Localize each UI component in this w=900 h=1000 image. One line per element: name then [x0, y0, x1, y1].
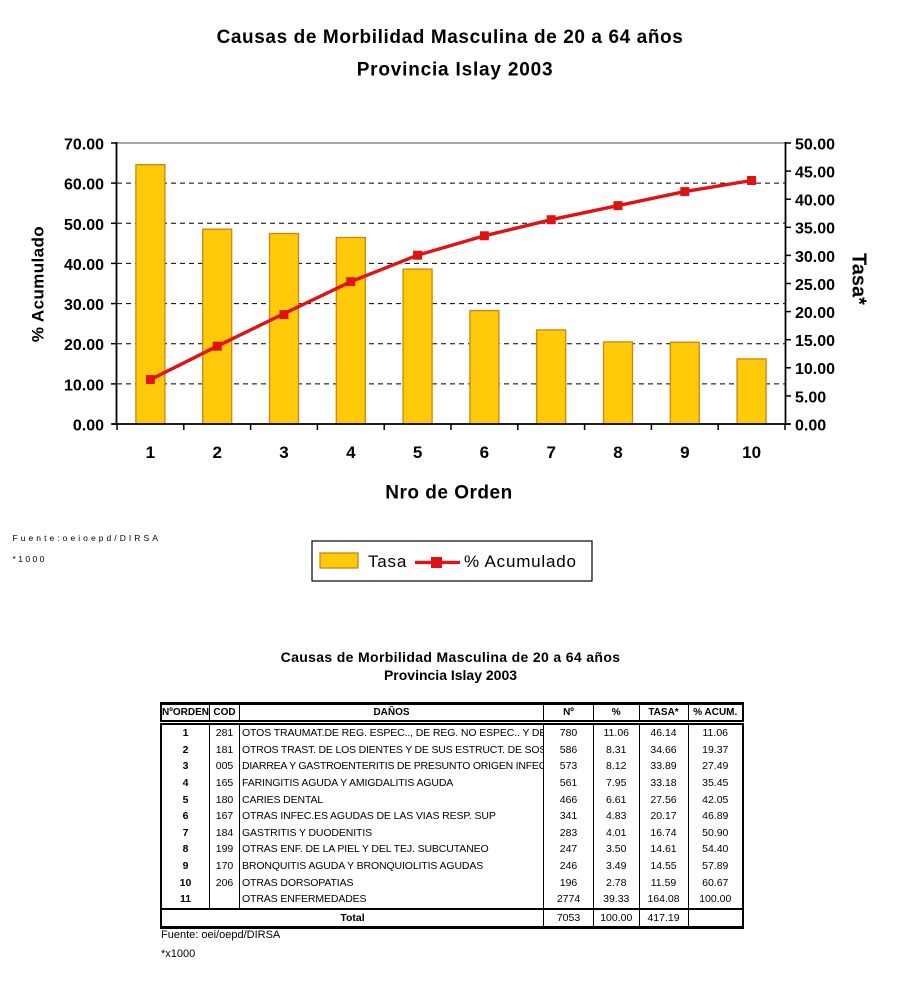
svg-text:25.00: 25.00: [795, 277, 835, 294]
svg-text:Nro de Orden: Nro de Orden: [385, 483, 512, 504]
svg-text:1: 1: [146, 443, 155, 462]
svg-text:30.00: 30.00: [64, 297, 104, 314]
svg-text:5: 5: [413, 443, 422, 462]
svg-text:50.00: 50.00: [795, 136, 835, 153]
svg-text:30.00: 30.00: [795, 249, 835, 266]
svg-text:40.00: 40.00: [64, 257, 104, 274]
svg-text:Fuente:oeioepd/DIRSA: Fuente:oeioepd/DIRSA: [13, 533, 161, 543]
svg-text:5.00: 5.00: [795, 389, 826, 406]
svg-text:0.00: 0.00: [73, 417, 104, 434]
svg-text:40.00: 40.00: [795, 193, 835, 210]
svg-text:Tasa*: Tasa*: [848, 253, 870, 305]
svg-text:Tasa: Tasa: [368, 552, 407, 571]
svg-text:20.00: 20.00: [64, 337, 104, 354]
svg-text:*1000: *1000: [13, 554, 47, 564]
svg-text:15.00: 15.00: [795, 333, 835, 350]
svg-text:50.00: 50.00: [64, 217, 104, 234]
svg-text:4: 4: [346, 443, 356, 462]
svg-text:Causas de Morbilidad Masculina: Causas de Morbilidad Masculina de 20 a 6…: [217, 27, 684, 48]
svg-text:% Acumulado: % Acumulado: [464, 552, 577, 571]
svg-text:2: 2: [212, 443, 221, 462]
svg-text:70.00: 70.00: [64, 136, 104, 153]
svg-text:9: 9: [680, 443, 689, 462]
svg-text:10.00: 10.00: [795, 361, 835, 378]
svg-text:60.00: 60.00: [64, 177, 104, 194]
svg-text:6: 6: [480, 443, 489, 462]
svg-text:3: 3: [279, 443, 288, 462]
svg-text:10: 10: [742, 443, 761, 462]
svg-text:7: 7: [546, 443, 555, 462]
svg-text:35.00: 35.00: [795, 221, 835, 238]
svg-text:8: 8: [613, 443, 622, 462]
svg-text:20.00: 20.00: [795, 305, 835, 322]
svg-text:0.00: 0.00: [795, 417, 826, 434]
svg-text:Provincia Islay 2003: Provincia Islay 2003: [357, 60, 554, 81]
svg-text:45.00: 45.00: [795, 165, 835, 182]
svg-text:% Acumulado: % Acumulado: [29, 226, 48, 342]
svg-text:10.00: 10.00: [64, 377, 104, 394]
